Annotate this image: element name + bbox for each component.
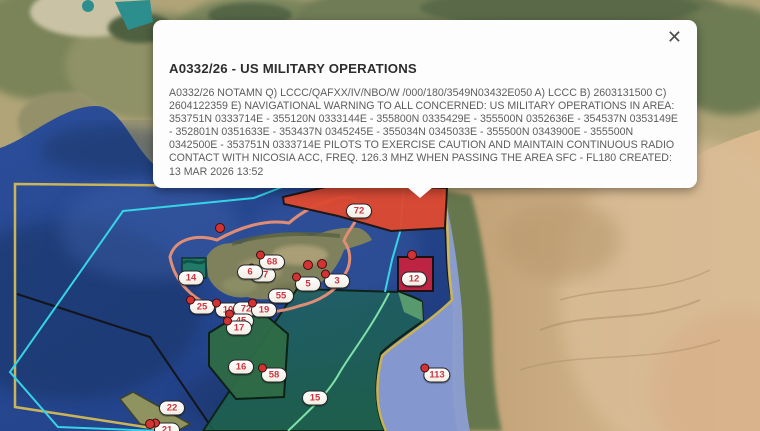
notam-count-label[interactable]: 3 bbox=[321, 269, 350, 289]
notam-count-label[interactable]: 113 bbox=[420, 363, 451, 383]
mint-boundary-line bbox=[287, 292, 390, 431]
area-marker-dot[interactable] bbox=[317, 259, 327, 269]
notam-count-label[interactable]: 22 bbox=[159, 400, 185, 416]
area-marker-dot bbox=[321, 269, 330, 279]
popup-tail bbox=[407, 187, 433, 198]
danger-area-boundary-line bbox=[16, 293, 215, 431]
popup-close-button[interactable]: ✕ bbox=[663, 27, 686, 49]
popup-title: A0332/26 - US MILITARY OPERATIONS bbox=[169, 61, 417, 76]
cyan-boundary-west bbox=[8, 183, 291, 431]
notam-popup: ✕ A0332/26 - US MILITARY OPERATIONS A033… bbox=[153, 20, 697, 188]
area-marker-dot bbox=[258, 363, 267, 373]
notam-count-label[interactable]: 12 bbox=[401, 271, 427, 287]
notam-count-label[interactable]: 21 bbox=[151, 418, 180, 431]
notam-count-label[interactable]: 55 bbox=[268, 288, 294, 304]
area-marker-dot bbox=[420, 363, 430, 373]
notam-count-label[interactable]: 19 bbox=[248, 298, 277, 318]
area-marker-dot bbox=[212, 298, 221, 308]
area-marker-dot[interactable] bbox=[215, 223, 225, 233]
notam-count-label[interactable]: 68 bbox=[256, 250, 285, 270]
notam-count-label[interactable]: 25 bbox=[186, 295, 215, 315]
notam-count-label[interactable]: 14 bbox=[178, 270, 204, 286]
popup-body-text: A0332/26 NOTAMN Q) LCCC/QAFXX/IV/NBO/W /… bbox=[169, 87, 678, 178]
terrain-levant bbox=[443, 130, 760, 431]
olive-band-area[interactable] bbox=[118, 391, 192, 431]
notam-count-label[interactable]: 16 bbox=[228, 359, 254, 375]
area-marker-dot[interactable] bbox=[407, 250, 417, 260]
notam-count-label[interactable]: 5 bbox=[292, 272, 321, 292]
area-marker-dot bbox=[256, 250, 265, 260]
area-marker-dot[interactable] bbox=[303, 260, 313, 270]
exercise-area-light-wedge bbox=[398, 292, 423, 321]
area-marker-dot bbox=[292, 272, 301, 282]
area-marker-dot bbox=[248, 298, 257, 308]
area-marker-dot[interactable] bbox=[145, 419, 155, 429]
lake bbox=[115, 0, 153, 30]
area-marker-dot bbox=[223, 316, 232, 326]
notam-count-label[interactable]: 17 bbox=[223, 316, 252, 336]
area-marker-dot bbox=[186, 295, 195, 305]
notam-count-label[interactable]: 15 bbox=[302, 390, 328, 406]
teal-box-shade bbox=[182, 259, 206, 265]
notam-count-label[interactable]: 58 bbox=[258, 363, 287, 383]
notam-count-label[interactable]: 6 bbox=[237, 264, 263, 280]
notam-count-label[interactable]: 72 bbox=[346, 203, 372, 219]
